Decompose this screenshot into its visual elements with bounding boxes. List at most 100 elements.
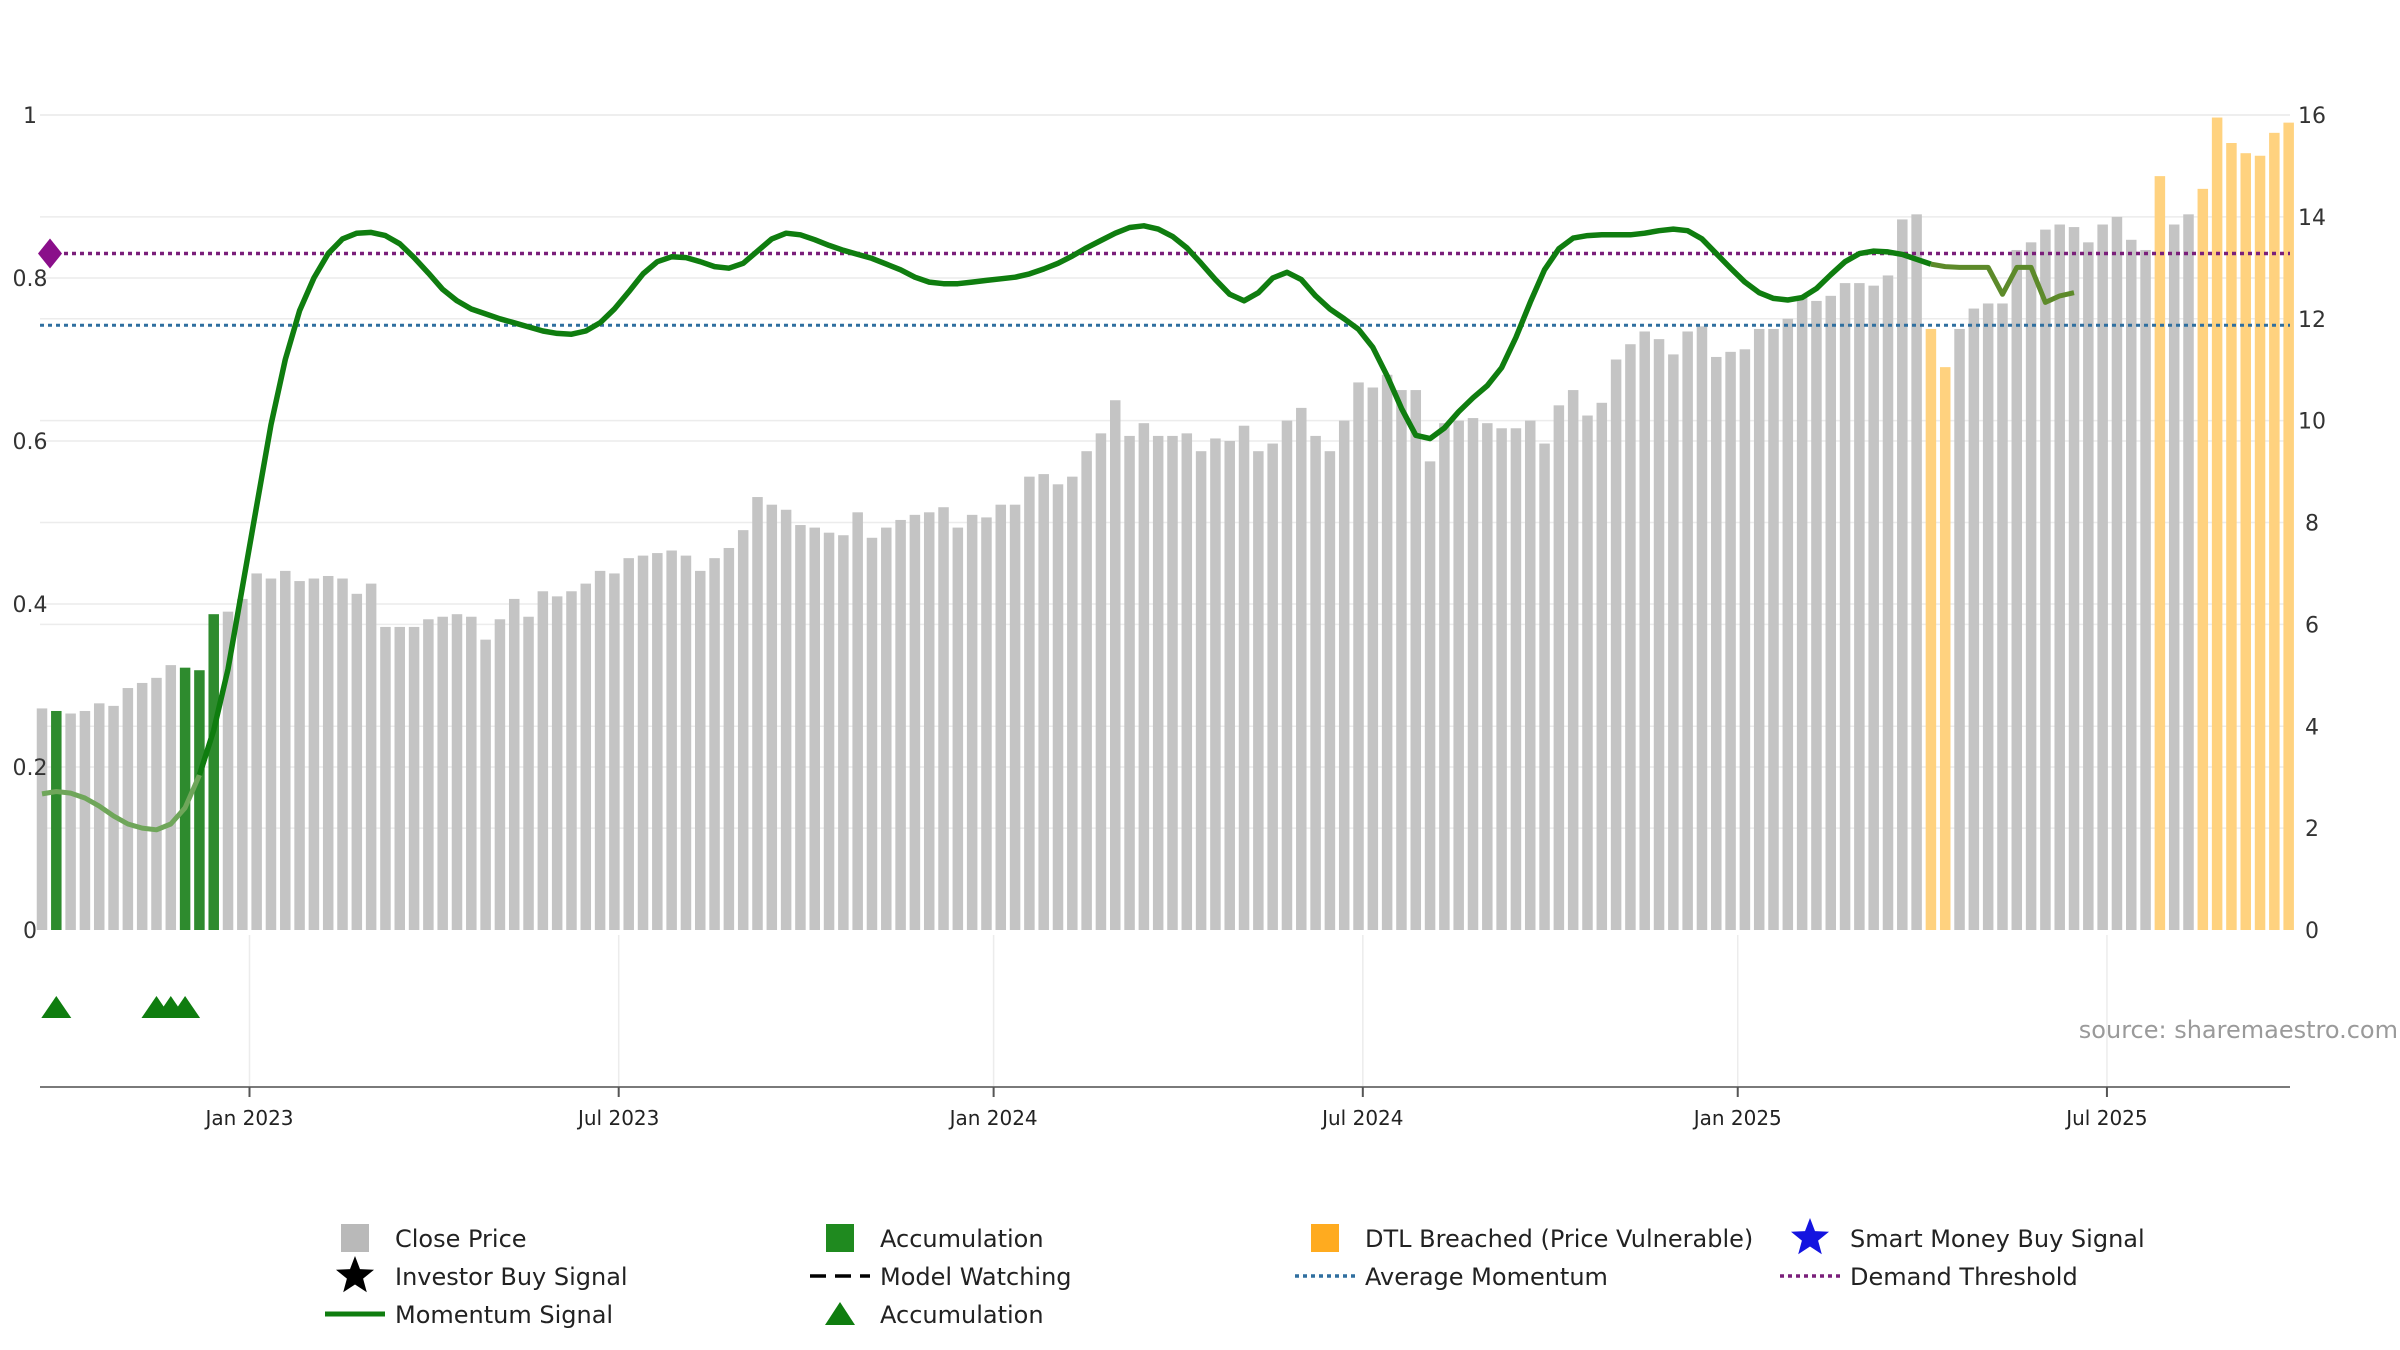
legend-star-icon (336, 1256, 374, 1293)
bar-close (1338, 420, 1350, 930)
bar-close (695, 570, 706, 930)
bar-accumulation (179, 667, 191, 930)
legend-item: Momentum Signal (325, 1301, 613, 1329)
legend-item: Smart Money Buy Signal (1791, 1218, 2145, 1255)
bar-close (1124, 435, 1135, 930)
bar-close (351, 593, 363, 930)
bar-close (709, 558, 720, 930)
signal-markers (41, 996, 201, 1018)
bar-close (609, 573, 620, 930)
legend-label: Smart Money Buy Signal (1850, 1225, 2145, 1253)
bar-accumulation (51, 710, 62, 930)
accumulation-triangle-icon (170, 996, 201, 1018)
bar-close (1811, 300, 1822, 930)
bar-close (780, 509, 792, 930)
bar-close (1582, 415, 1593, 930)
bar-close (909, 514, 921, 930)
bar-close (737, 530, 749, 930)
bar-close (1181, 433, 1193, 930)
bar-close (1152, 435, 1164, 930)
right-axis: 0 2 4 6 8 10 12 14 16 (2298, 104, 2326, 944)
bar-close (2111, 216, 2123, 930)
bar-close (766, 504, 778, 930)
right-tick-label: 12 (2298, 308, 2326, 333)
bar-dtl (2154, 176, 2166, 930)
bar-close (1524, 420, 1536, 930)
bar-close (423, 619, 434, 930)
bar-close (551, 596, 563, 930)
bar-close (666, 550, 677, 930)
bar-close (809, 527, 820, 930)
bar-close (2183, 214, 2194, 930)
bar-close (1009, 504, 1021, 930)
bar-close (923, 512, 935, 930)
bar-close (1110, 400, 1121, 930)
bar-close (1253, 451, 1264, 930)
bar-close (322, 575, 334, 930)
bar-close (852, 512, 863, 930)
bar-dtl (2226, 143, 2237, 930)
bar-close (480, 639, 491, 930)
bar-close (1310, 435, 1321, 930)
bar-close (580, 583, 592, 930)
bar-close (280, 570, 291, 930)
legend-item: Model Watching (810, 1263, 1072, 1291)
momentum-signal-line-watching (1930, 261, 2075, 305)
bar-close (1954, 328, 1965, 930)
legend-item: Average Momentum (1295, 1263, 1608, 1291)
right-tick-label: 2 (2305, 817, 2319, 842)
bar-close (1510, 428, 1522, 930)
bar-close (337, 578, 348, 930)
bar-close (1539, 443, 1550, 930)
accumulation-triangle-icon (41, 996, 72, 1018)
right-tick-label: 6 (2305, 613, 2319, 638)
bar-close (1911, 214, 1922, 930)
bar-close (151, 677, 162, 930)
bar-close (1596, 402, 1608, 930)
bar-close (1081, 451, 1092, 930)
bar-close (1367, 387, 1379, 930)
bar-close (1839, 283, 1851, 930)
legend-triangle-icon (825, 1302, 855, 1325)
legend-item: Accumulation (826, 1224, 1044, 1253)
bar-close (1854, 283, 1865, 930)
left-tick-label: 0.2 (13, 756, 48, 781)
legend-swatch (1311, 1224, 1339, 1252)
right-tick-label: 4 (2305, 715, 2319, 740)
bar-close (437, 616, 448, 930)
bar-close (623, 558, 634, 930)
bar-close (2025, 242, 2037, 930)
legend-label: Model Watching (880, 1263, 1072, 1291)
bar-close (79, 710, 91, 930)
bar-close (938, 507, 949, 930)
bar-close (1281, 420, 1293, 930)
x-tick-label: Jul 2025 (2064, 1106, 2147, 1130)
momentum-signal-line-early (41, 729, 217, 833)
bar-close (2040, 229, 2051, 930)
bar-close (1324, 451, 1336, 930)
legend: Close Price Accumulation DTL Breached (Pri… (325, 1218, 2145, 1329)
bar-close (2140, 249, 2151, 930)
bar-close (1210, 438, 1221, 930)
bar-close (380, 626, 391, 930)
bar-close (981, 517, 992, 930)
bar-dtl (2269, 132, 2280, 930)
right-tick-label: 14 (2298, 206, 2326, 231)
legend-item: Investor Buy Signal (336, 1256, 628, 1293)
bar-close (1296, 407, 1307, 930)
legend-label: Close Price (395, 1225, 527, 1253)
bar-close (1825, 295, 1836, 930)
bar-close (1739, 349, 1751, 930)
bar-close (1467, 418, 1479, 930)
bar-close (1725, 351, 1736, 930)
bar-close (752, 497, 763, 930)
bar-close (1982, 303, 1994, 930)
left-tick-label: 0.6 (13, 430, 48, 455)
bar-close (251, 573, 262, 930)
bar-close (637, 555, 649, 930)
bar-close (1453, 420, 1464, 930)
bar-close (652, 553, 663, 930)
bar-close (122, 688, 134, 930)
bar-close (36, 708, 48, 930)
